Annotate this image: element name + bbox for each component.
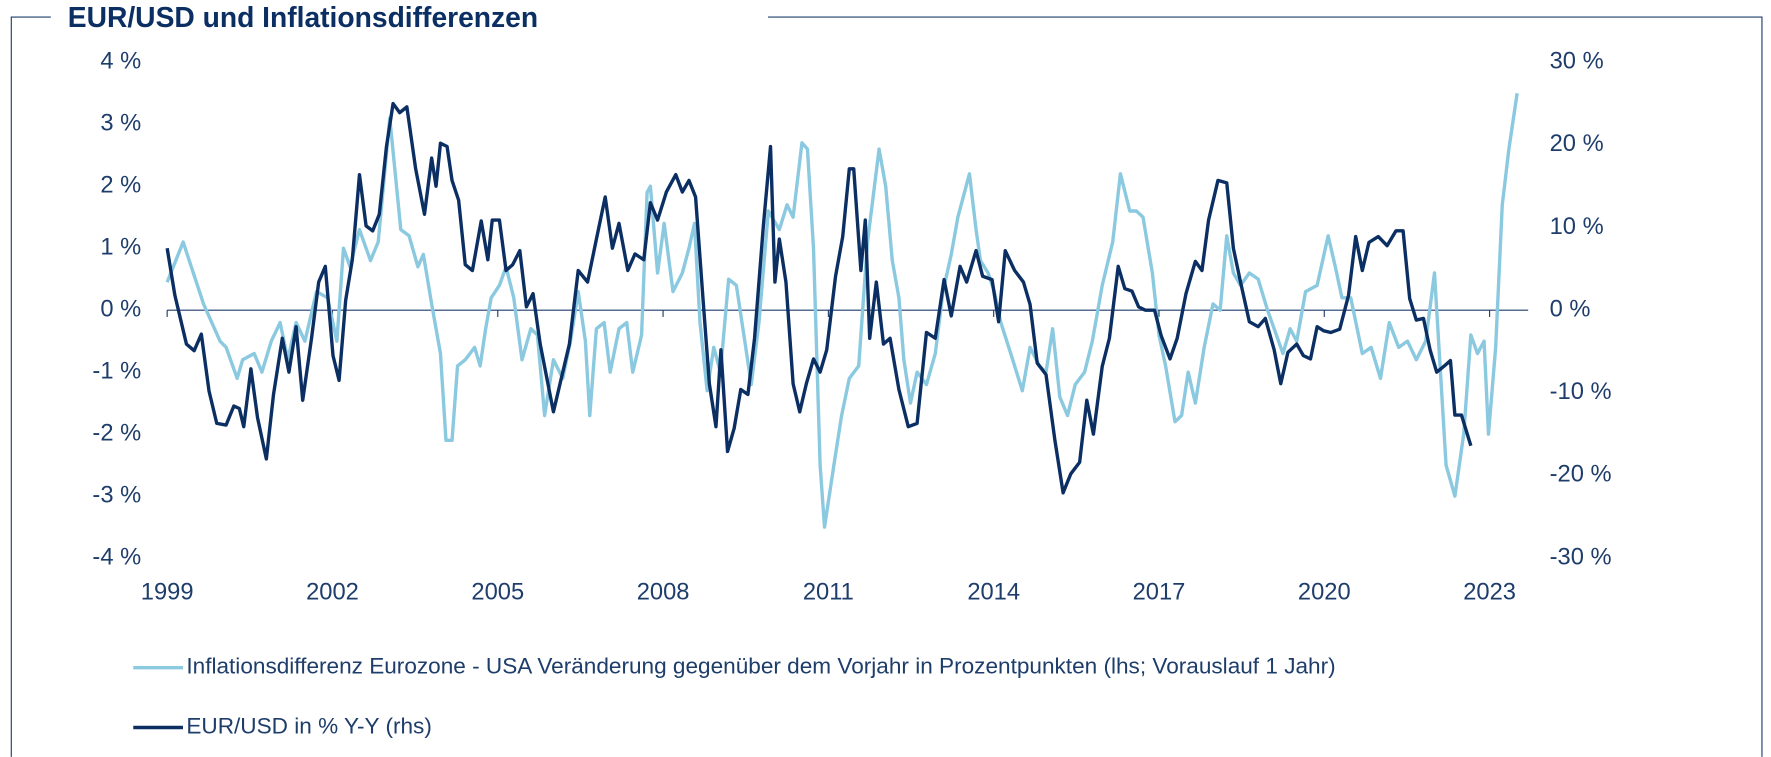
x-tick-label: 2008 — [637, 579, 690, 605]
x-tick-label: 2023 — [1463, 579, 1516, 605]
legend-label: EUR/USD in % Y-Y (rhs) — [186, 713, 432, 738]
x-tick-label: 2020 — [1298, 579, 1351, 605]
y2-tick-label: 30 % — [1550, 49, 1604, 75]
legend-label: Inflationsdifferenz Eurozone - USA Verän… — [186, 654, 1335, 679]
chart-title: EUR/USD und Inflationsdifferenzen — [68, 1, 538, 33]
x-tick-label: 2014 — [967, 579, 1020, 605]
y2-tick-label: -10 % — [1550, 379, 1612, 405]
series-line — [165, 92, 1519, 529]
series-line — [165, 101, 1473, 495]
x-tick-label: 2005 — [471, 579, 524, 605]
y2-tick-label: -30 % — [1550, 544, 1612, 570]
y-tick-label: -2 % — [92, 420, 141, 446]
frame — [768, 16, 1763, 757]
x-tick-label: 2002 — [306, 579, 359, 605]
y-tick-label: 1 % — [100, 234, 141, 260]
y-tick-label: 2 % — [100, 172, 141, 198]
y-tick-label: -3 % — [92, 482, 141, 508]
x-tick-label: 2017 — [1133, 579, 1186, 605]
y2-tick-label: 0 % — [1550, 296, 1591, 322]
y-tick-label: 4 % — [100, 49, 141, 75]
y2-tick-label: 10 % — [1550, 214, 1604, 240]
x-tick-label: 1999 — [141, 579, 194, 605]
y-tick-label: -4 % — [92, 544, 141, 570]
y2-tick-label: 20 % — [1550, 131, 1604, 157]
y-tick-label: 0 % — [100, 296, 141, 322]
y-tick-label: -1 % — [92, 358, 141, 384]
y-tick-label: 3 % — [100, 110, 141, 136]
x-tick-label: 2011 — [803, 579, 854, 605]
y2-tick-label: -20 % — [1550, 462, 1612, 488]
frame — [10, 16, 51, 757]
